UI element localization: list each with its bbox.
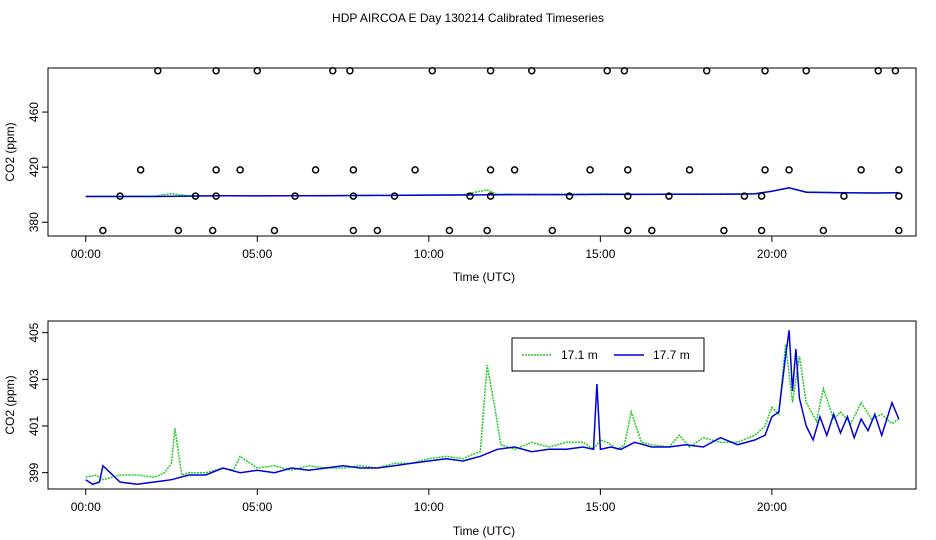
data-point: [486, 166, 495, 174]
data-point: [212, 192, 220, 200]
data-point: [702, 67, 711, 75]
data-point: [895, 192, 903, 200]
data-point: [624, 166, 632, 174]
x-tick-label: 05:00: [242, 247, 272, 261]
data-point: [466, 192, 474, 200]
x-tick-label: 15:00: [585, 500, 615, 514]
data-point: [785, 166, 793, 174]
x-tick-label: 00:00: [71, 500, 101, 514]
data-point: [486, 67, 495, 75]
data-point: [857, 166, 865, 174]
data-point: [819, 226, 828, 235]
data-point: [620, 67, 629, 75]
x-tick-label: 05:00: [242, 500, 272, 514]
legend-label-17-7m: 17.7 m: [653, 348, 690, 362]
data-point: [603, 67, 611, 75]
data-point: [840, 192, 848, 200]
legend: 17.1 m 17.7 m: [511, 337, 705, 372]
data-point: [99, 226, 107, 235]
data-point: [311, 166, 320, 174]
y-tick-label: 403: [27, 369, 41, 389]
top-x-axis-title: Time (UTC): [453, 270, 515, 284]
data-point: [236, 166, 244, 174]
data-point: [665, 192, 673, 200]
data-point: [428, 67, 437, 75]
data-point: [349, 166, 358, 174]
bottom-plot-frame: [47, 320, 917, 490]
data-point: [390, 192, 399, 200]
data-point: [510, 166, 519, 174]
x-tick-label: 20:00: [757, 500, 787, 514]
data-point: [291, 192, 299, 200]
y-tick-label: 399: [27, 462, 41, 482]
top-y-axis-title: CO2 (ppm): [3, 122, 17, 181]
top-panel: 00:00 05:00 10:00 15:00 20:00 380 420 460 Time …: [3, 67, 917, 284]
data-point: [329, 67, 337, 75]
data-point: [349, 192, 358, 200]
data-point: [116, 192, 124, 200]
data-point: [874, 67, 883, 75]
legend-label-17-1m: 17.1 m: [561, 348, 598, 362]
bottom-x-axis-title: Time (UTC): [453, 524, 515, 538]
y-tick-label: 380: [27, 212, 41, 232]
data-point: [757, 226, 766, 235]
data-point: [685, 166, 694, 174]
y-tick-label: 460: [27, 102, 41, 122]
data-point: [761, 67, 769, 75]
data-point: [253, 67, 262, 75]
data-point: [270, 226, 279, 235]
data-point: [136, 166, 145, 174]
data-point: [212, 166, 220, 174]
bottom-panel: 00:00 05:00 10:00 15:00 20:00 399 401 403 405 Ti…: [3, 320, 917, 538]
data-point: [154, 67, 162, 75]
data-point: [212, 67, 220, 75]
data-point: [624, 192, 632, 200]
data-point: [757, 192, 766, 200]
y-tick-label: 401: [27, 416, 41, 436]
data-point: [624, 226, 632, 235]
data-point: [483, 226, 491, 235]
data-point: [761, 166, 769, 174]
x-tick-label: 10:00: [414, 500, 444, 514]
top-plot-frame: [47, 67, 917, 237]
data-point: [895, 166, 903, 174]
data-point: [891, 67, 900, 75]
data-point: [565, 192, 574, 200]
data-point: [208, 226, 217, 235]
data-point: [174, 226, 183, 235]
data-point: [346, 67, 354, 75]
chart-title: HDP AIRCOA E Day 130214 Calibrated Times…: [332, 11, 604, 25]
x-tick-label: 00:00: [71, 247, 101, 261]
data-point: [445, 226, 454, 235]
data-point: [191, 192, 200, 200]
data-point: [373, 226, 382, 235]
data-point: [486, 192, 495, 200]
data-point: [527, 67, 536, 75]
x-tick-label: 20:00: [757, 247, 787, 261]
data-point: [548, 226, 557, 235]
x-tick-label: 15:00: [585, 247, 615, 261]
data-point: [411, 166, 419, 174]
data-point: [586, 166, 594, 174]
y-tick-label: 420: [27, 157, 41, 177]
series-line-s177: [85, 330, 900, 486]
data-point: [740, 192, 749, 200]
bottom-plot-area: 00:00 05:00 10:00 15:00 20:00 399 401 403 405: [27, 322, 900, 514]
bottom-y-axis-title: CO2 (ppm): [3, 375, 17, 434]
data-point: [720, 226, 728, 235]
y-tick-label: 405: [27, 322, 41, 342]
x-tick-label: 10:00: [414, 247, 444, 261]
data-point: [802, 67, 810, 75]
data-point: [895, 226, 903, 235]
top-plot-area: 00:00 05:00 10:00 15:00 20:00 380 420 460: [27, 67, 903, 261]
data-point: [648, 226, 656, 235]
series-line-s171: [85, 344, 900, 481]
data-point: [349, 226, 358, 235]
series-line-s177: [85, 187, 899, 198]
